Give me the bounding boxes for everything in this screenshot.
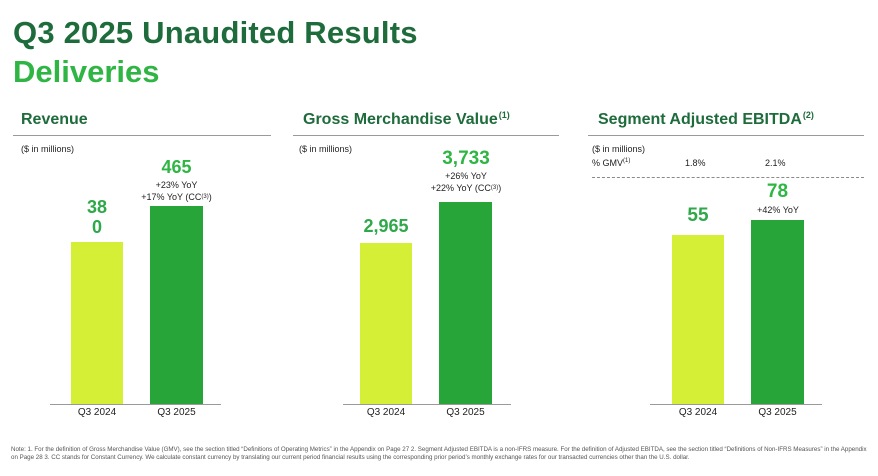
gmv-growth-cc-close: ) — [498, 183, 502, 193]
ebitda-pct-gmv-text: % GMV — [592, 158, 624, 168]
revenue-x-axis — [50, 404, 221, 405]
ebitda-title-sup: (2) — [802, 110, 814, 120]
revenue-bar-q3-2024 — [71, 242, 123, 404]
gmv-title-text: Gross Merchandise Value — [303, 111, 498, 128]
revenue-bar-q3-2025 — [150, 206, 203, 404]
revenue-value-label-q3-2024: 38 0 — [86, 197, 108, 237]
ebitda-x-label-q3-2024: Q3 2024 — [678, 407, 718, 418]
ebitda-divider-dashed — [592, 177, 864, 178]
ebitda-bar-q3-2024 — [672, 235, 724, 404]
revenue-title-rule — [13, 135, 271, 136]
revenue-x-label-q3-2024: Q3 2024 — [77, 407, 117, 418]
ebitda-pct-gmv-label: % GMV(1) — [592, 158, 630, 168]
gmv-units: ($ in millions) — [299, 144, 353, 154]
gmv-value-label-q3-2024: 2,965 — [363, 216, 409, 236]
ebitda-growth-note: +42% YoY — [738, 204, 818, 216]
revenue-growth-cc-close: ) — [208, 192, 212, 202]
ebitda-title-rule — [588, 135, 864, 136]
revenue-x-label-q3-2025: Q3 2025 — [157, 407, 196, 418]
gmv-bar-q3-2025 — [439, 202, 492, 404]
revenue-growth-cc-sup: (3) — [201, 194, 209, 200]
revenue-growth-cc-text: +17% YoY (CC — [141, 192, 202, 202]
gmv-title-rule — [293, 135, 559, 136]
ebitda-title: Segment Adjusted EBITDA(2) — [598, 110, 814, 129]
gmv-value-label-q3-2025: 3,733 — [442, 148, 490, 169]
gmv-title: Gross Merchandise Value(1) — [303, 110, 510, 129]
ebitda-x-axis — [650, 404, 822, 405]
gmv-x-label-q3-2025: Q3 2025 — [446, 407, 485, 418]
ebitda-x-label-q3-2025: Q3 2025 — [758, 407, 797, 418]
ebitda-pct-gmv-q3-2024: 1.8% — [685, 158, 706, 168]
page-title: Q3 2025 Unaudited Results — [13, 15, 418, 50]
gmv-growth-cc-text: +22% YoY (CC — [430, 183, 491, 193]
gmv-growth-yoy: +26% YoY — [445, 171, 487, 181]
gmv-x-axis — [343, 404, 511, 405]
ebitda-bar-q3-2025 — [751, 220, 804, 404]
ebitda-units: ($ in millions) — [592, 144, 646, 154]
ebitda-pct-gmv-sup: (1) — [623, 158, 631, 164]
gmv-growth-note: +26% YoY +22% YoY (CC(3)) — [414, 170, 518, 194]
gmv-x-label-q3-2024: Q3 2024 — [366, 407, 406, 418]
ebitda-value-label-q3-2025: 78 — [766, 181, 789, 202]
gmv-panel: Gross Merchandise Value(1) ($ in million… — [293, 110, 559, 426]
revenue-growth-note: +23% YoY +17% YoY (CC(3)) — [126, 179, 227, 203]
ebitda-title-text: Segment Adjusted EBITDA — [598, 111, 802, 128]
ebitda-growth-yoy: +42% YoY — [757, 205, 799, 215]
revenue-panel: Revenue ($ in millions) 38 0 465 +23% Yo… — [13, 110, 271, 426]
ebitda-value-label-q3-2024: 55 — [687, 205, 709, 226]
gmv-growth-cc-sup: (3) — [490, 185, 499, 191]
revenue-title: Revenue — [21, 111, 88, 129]
revenue-units: ($ in millions) — [21, 144, 75, 154]
revenue-growth-cc: +17% YoY (CC(3)) — [126, 191, 227, 203]
revenue-title-text: Revenue — [21, 111, 88, 128]
revenue-growth-yoy: +23% YoY — [155, 180, 198, 190]
gmv-bar-q3-2024 — [360, 243, 412, 404]
ebitda-pct-gmv-q3-2025: 2.1% — [765, 158, 786, 168]
gmv-growth-cc: +22% YoY (CC(3)) — [414, 182, 518, 194]
footnote: Note: 1. For the definition of Gross Mer… — [11, 446, 867, 461]
ebitda-panel: Segment Adjusted EBITDA(2) ($ in million… — [588, 110, 864, 426]
revenue-value-label-q3-2025: 465 — [161, 157, 192, 177]
gmv-title-sup: (1) — [498, 110, 510, 120]
page-subtitle: Deliveries — [13, 54, 160, 89]
